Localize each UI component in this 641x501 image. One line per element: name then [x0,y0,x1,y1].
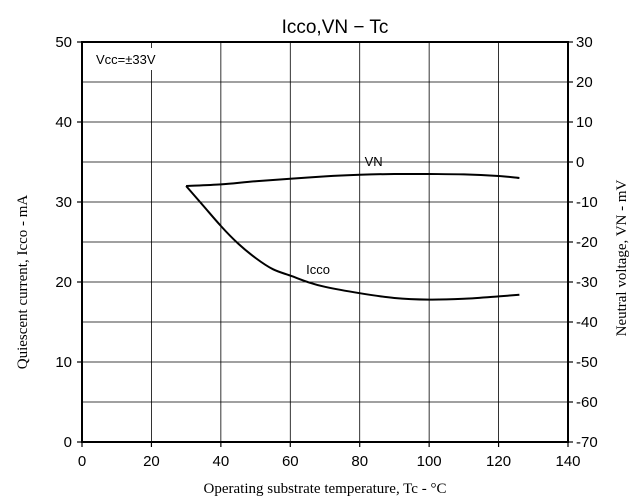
y-left-tick-label: 40 [55,114,72,131]
y-axis-left: 0 10 20 30 40 50 [55,34,82,451]
y-right-tick-label: 0 [576,154,584,171]
grid [82,42,568,442]
series-line-icco [185,185,520,301]
y-right-tick-label: 20 [576,74,593,91]
series-line-vn [186,172,520,187]
chart-title: Icco,VN − Tc [282,17,389,38]
y-left-tick-label: 10 [55,354,72,371]
x-tick-label: 60 [282,453,299,470]
y-left-tick-label: 30 [55,194,72,211]
x-tick-label: 80 [351,453,368,470]
y-right-tick-label: 10 [576,114,593,131]
series-label-icco: Icco [306,262,330,277]
x-axis-label: Operating substrate temperature, Tc - °C [204,481,447,497]
annotation-box [84,48,204,70]
y-left-tick-label: 0 [64,434,72,451]
y-axis-right-label: Neutral voltage, VN - mV [614,179,630,336]
y-left-tick-label: 50 [55,34,72,51]
x-tick-label: 100 [417,453,442,470]
y-right-tick-label: -70 [576,434,598,451]
y-right-tick-label: -60 [576,394,598,411]
y-right-tick-label: 30 [576,34,593,51]
y-left-tick-label: 20 [55,274,72,291]
x-tick-label: 40 [213,453,230,470]
y-right-tick-label: -40 [576,314,598,331]
supply-voltage-annotation: Vcc=±33V [96,52,156,67]
series-label-vn: VN [365,154,383,169]
y-axis-right: -70 -60 -50 -40 -30 -20 -10 0 10 20 30 [568,34,598,451]
y-right-tick-label: -10 [576,194,598,211]
x-axis: 0 20 40 60 80 100 120 140 [78,442,581,470]
y-right-tick-label: -50 [576,354,598,371]
series-layer: VN Icco [185,154,520,301]
x-tick-label: 20 [143,453,160,470]
x-tick-label: 0 [78,453,86,470]
x-tick-label: 140 [555,453,580,470]
y-right-tick-label: -20 [576,234,598,251]
y-axis-left-label: Quiescent current, Icco - mA [15,195,31,370]
x-tick-label: 120 [486,453,511,470]
y-right-tick-label: -30 [576,274,598,291]
